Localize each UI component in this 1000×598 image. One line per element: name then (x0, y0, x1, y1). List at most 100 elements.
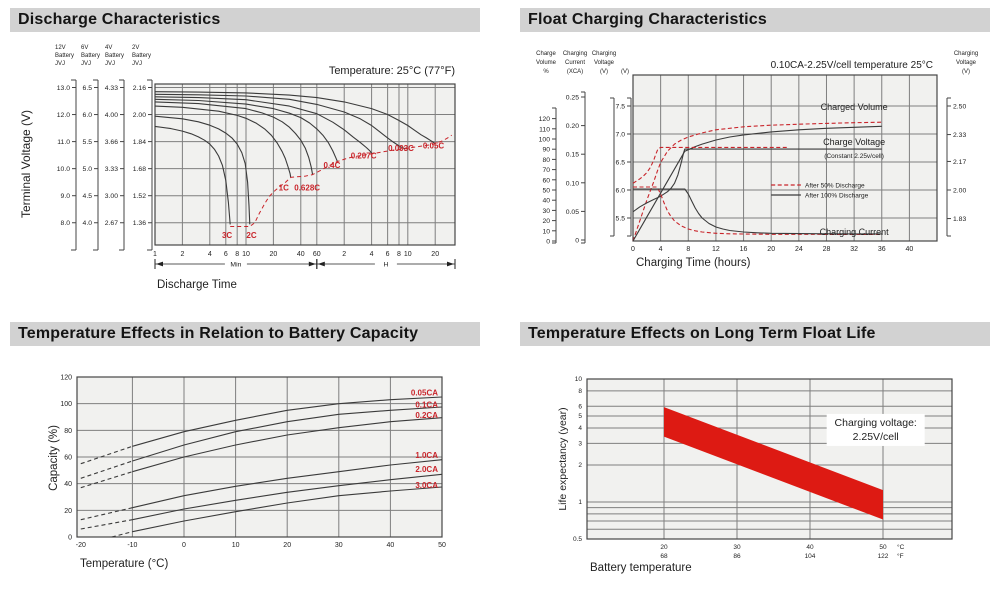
x-tick-label: 28 (823, 246, 831, 253)
x-tick-label: 6 (224, 251, 228, 258)
y-tick-label: 3 (578, 441, 582, 448)
scale-tick-label: 6.0 (83, 112, 93, 119)
x-tick-label: 32 (850, 246, 858, 253)
scale-tick-label: 70 (542, 167, 550, 174)
rate-label-1.0CA: 1.0CA (415, 451, 438, 460)
curve-0.4C (154, 98, 338, 162)
legend-label: After 50% Discharge (805, 182, 865, 189)
arrowhead (308, 261, 316, 267)
scale-tick-label: 5.0 (83, 166, 93, 173)
arrowhead (446, 261, 454, 267)
x-axis-title: Battery temperature (590, 562, 692, 574)
x-tick-label: 24 (795, 246, 803, 253)
scale-header: 4V (105, 45, 112, 51)
scale-header: 6V (81, 45, 88, 51)
y-tick-label: 80 (64, 428, 72, 435)
curve-0.207C (154, 96, 373, 155)
x-tick-label: -20 (76, 542, 86, 549)
y-axis-title: Capacity (%) (48, 425, 60, 491)
scale-tick-label: 40 (542, 198, 550, 205)
scale-tick-label: 8.0 (61, 220, 71, 227)
x-tick-label-celsius: 50 (879, 544, 887, 551)
scale-tick-label: 110 (539, 126, 550, 133)
scale-header: 2V (132, 45, 139, 51)
curve-0.05CA-dashed (80, 445, 133, 465)
scale-tick-label: 2.50 (953, 104, 966, 111)
x-tick-label: 8 (686, 246, 690, 253)
scale-tick-label: 7.5 (616, 104, 626, 111)
rate-label-1C: 1C (279, 184, 289, 193)
scale-tick-label: 2.33 (953, 132, 966, 139)
curve-0.2CA (132, 417, 443, 473)
scale-header: JVJ (132, 61, 142, 67)
y-tick-label: 10 (575, 376, 583, 383)
rate-label-0.628C: 0.628C (294, 184, 320, 193)
x-tick-label: 20 (767, 246, 775, 253)
y-tick-label: 60 (64, 455, 72, 462)
curve-0.05CA (132, 396, 443, 447)
legend-label: After 100% Discharge (805, 192, 869, 199)
curve-0.628C (154, 101, 314, 175)
rate-label-0.05C: 0.05C (423, 141, 445, 150)
x-tick-label: 10 (242, 251, 250, 258)
x-tick-label: 36 (878, 246, 886, 253)
scale-tick-label: 1.68 (133, 166, 146, 173)
scale-header: JVJ (105, 61, 115, 67)
time-unit-label: H (383, 262, 388, 269)
curve-3.0CA (132, 486, 443, 533)
time-unit-label: Min (230, 262, 241, 269)
y-tick-label: 0.5 (573, 536, 582, 543)
scale-tick-label: 6.0 (616, 188, 626, 195)
x-tick-label-celsius: 20 (660, 544, 668, 551)
curve-2.0CA (132, 473, 443, 521)
scale-tick-label: 2.16 (133, 85, 146, 92)
scale-tick-label: 2.67 (105, 220, 118, 227)
x-unit-celsius: °C (897, 543, 905, 551)
scale-tick-label: 4.00 (105, 112, 118, 119)
x-tick-label: 2 (180, 251, 184, 258)
scale-tick-label: 5.5 (616, 216, 626, 223)
scale-tick-label: 90 (542, 147, 550, 154)
scale-header: Volume (536, 60, 557, 66)
scale-tick-label: 30 (542, 208, 550, 215)
y-tick-label: 100 (60, 401, 72, 408)
curve-3.0CA-dashed (111, 531, 133, 538)
discharge-end-locus (230, 134, 452, 227)
scale-tick-label: 11.0 (57, 139, 70, 146)
curve-charged-volume-after-100 (632, 125, 882, 242)
scale-tick-label: 10.0 (57, 166, 70, 173)
plot-area (155, 84, 455, 245)
rate-label-0.05CA: 0.05CA (411, 389, 438, 398)
x-tick-label: 30 (335, 542, 343, 549)
plot-border (76, 376, 443, 538)
curve-0.1CA (132, 406, 443, 462)
scale-header: % (543, 69, 549, 75)
scale-tick-label: 60 (542, 177, 550, 184)
plot-border (154, 83, 456, 246)
scale-tick-label: 2.00 (953, 188, 966, 195)
scale-tick-label: 3.00 (105, 193, 118, 200)
scale-header: Charging (563, 51, 587, 57)
scale-tick-label: 0.20 (566, 123, 579, 130)
y-axis-title: Life expectancy (year) (557, 407, 569, 510)
x-axis-title: Charging Time (hours) (636, 257, 751, 269)
scale-tick-label: 0 (575, 238, 579, 245)
arrowhead (156, 261, 163, 267)
x-tick-label: 60 (313, 251, 321, 258)
scale-tick-label: 0.10 (566, 180, 579, 187)
y-tick-label: 1 (578, 499, 582, 506)
scale-header: JVJ (55, 61, 65, 67)
x-tick-label: 40 (387, 542, 395, 549)
arrowhead (317, 261, 325, 267)
x-tick-label: 4 (659, 246, 663, 253)
x-tick-label-fahrenheit: 104 (805, 553, 816, 560)
x-tick-label: 8 (397, 251, 401, 258)
rate-label-0.1CA: 0.1CA (415, 401, 438, 410)
scale-header: Battery (55, 53, 74, 59)
y-axis-title: Terminal Voltage (V) (19, 110, 33, 218)
annotation-bg (826, 413, 925, 446)
scale-tick-label: 1.83 (953, 216, 966, 223)
x-tick-label-celsius: 40 (806, 544, 814, 551)
x-tick-label: 20 (269, 251, 277, 258)
scale-tick-label: 120 (539, 116, 551, 123)
